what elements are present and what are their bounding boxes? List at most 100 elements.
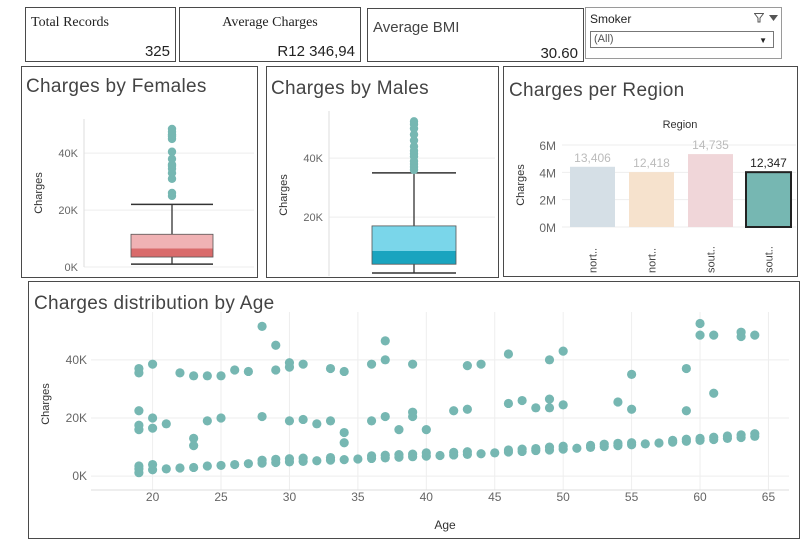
scatter-point: [380, 450, 390, 460]
scatter-point: [257, 455, 267, 465]
dropdown-arrow-icon: ▼: [759, 36, 767, 45]
x-tick-label: 60: [693, 490, 707, 504]
region-bar: [745, 171, 792, 228]
box-outline: [371, 225, 457, 265]
y-tick-label: 20K: [303, 212, 323, 224]
region-bar: [629, 172, 674, 227]
scatter-point: [750, 429, 760, 439]
scatter-point: [627, 438, 637, 448]
filter-icon[interactable]: [754, 13, 764, 23]
age-scatter-plot: 0K 20K 40K 20 25 30 35 40 45 50 55 60 65 Charges Age: [40, 312, 789, 532]
scatter-point: [394, 425, 404, 435]
region-bar-chart: Region 0M 2M 4M 6M Charges 13,406 nort.. 12,418 n…: [515, 119, 796, 273]
scatter-point: [216, 413, 226, 423]
smoker-filter-title: Smoker: [590, 12, 632, 26]
scatter-point: [695, 318, 705, 329]
scatter-point: [544, 355, 555, 365]
scatter-point: [189, 433, 199, 443]
scatter-point: [189, 371, 199, 381]
box-outline: [130, 233, 214, 258]
scatter-point: [243, 459, 253, 469]
scatter-point: [476, 359, 486, 369]
region-panel-title: Charges per Region: [509, 80, 685, 101]
scatter-point: [462, 361, 472, 371]
scatter-point: [449, 406, 459, 416]
scatter-point: [695, 330, 705, 340]
scatter-point: [462, 447, 472, 457]
scatter-point: [627, 404, 637, 414]
x-tick-label: 30: [283, 490, 297, 504]
average-charges-value: R12 346,94: [277, 43, 355, 60]
scatter-point: [421, 448, 431, 458]
outlier-point: [167, 188, 177, 198]
y-tick-label: 0K: [65, 262, 79, 274]
scatter-point: [544, 442, 555, 452]
scatter-point: [517, 444, 527, 454]
scatter-point: [230, 365, 240, 375]
average-bmi-card: Average BMI 30.60: [367, 8, 584, 62]
scatter-point: [271, 365, 281, 375]
scatter-point: [558, 400, 568, 410]
x-tick-label: sout..: [706, 246, 718, 273]
scatter-point: [558, 441, 568, 451]
y-tick-label: 4M: [539, 166, 556, 180]
scatter-point: [284, 454, 295, 464]
scatter-point: [668, 435, 678, 445]
scatter-point: [531, 403, 541, 413]
males-panel: Charges by Males 20K 40K Charges: [266, 66, 499, 278]
scatter-point: [366, 416, 377, 426]
average-charges-card: Average Charges R12 346,94: [179, 7, 361, 62]
scatter-point: [736, 327, 746, 337]
scatter-point: [134, 420, 144, 430]
x-tick-label: nort..: [647, 248, 659, 273]
average-charges-label: Average Charges: [222, 15, 318, 30]
scatter-point: [134, 363, 144, 374]
scatter-point: [134, 406, 144, 416]
scatter-point: [490, 448, 500, 458]
y-tick-label: 40K: [303, 153, 323, 165]
filter-menu-arrow-icon[interactable]: [769, 15, 778, 21]
scatter-point: [709, 330, 719, 340]
scatter-point: [681, 363, 691, 374]
scatter-point: [709, 388, 719, 398]
region-bar: [570, 166, 615, 227]
outlier-point: [409, 130, 419, 139]
total-records-card: Total Records 325: [25, 7, 176, 62]
x-axis-label: Age: [434, 518, 456, 532]
scatter-point: [271, 340, 281, 350]
males-panel-title: Charges by Males: [271, 78, 429, 99]
scatter-point: [312, 419, 322, 429]
y-tick-label: 2M: [539, 194, 556, 208]
smoker-filter: Smoker (All) ▼: [585, 7, 782, 59]
scatter-point: [449, 447, 459, 457]
y-axis-label: Charges: [33, 172, 45, 214]
scatter-point: [339, 455, 349, 465]
total-records-value: 325: [144, 43, 170, 60]
scatter-point: [312, 456, 322, 466]
scatter-point: [257, 321, 267, 331]
scatter-point: [147, 413, 158, 423]
scatter-point: [722, 431, 733, 441]
y-tick-label: 6M: [539, 139, 556, 153]
scatter-point: [517, 395, 527, 406]
scatter-point: [531, 443, 541, 454]
bar-data-label: 13,406: [574, 151, 611, 165]
scatter-point: [736, 430, 746, 440]
bar-data-label: 12,418: [633, 156, 670, 170]
scatter-point: [681, 406, 691, 416]
scatter-point: [189, 441, 199, 451]
scatter-point: [476, 449, 486, 459]
females-panel-title: Charges by Females: [26, 76, 207, 97]
scatter-point: [339, 438, 349, 448]
scatter-point: [243, 366, 253, 377]
females-box-plot: 0K 20K 40K Charges: [33, 119, 254, 274]
scatter-point: [380, 355, 390, 365]
scatter-point: [202, 416, 212, 426]
scatter-point: [147, 459, 158, 470]
outlier-point: [409, 142, 419, 151]
box-lower: [131, 248, 213, 258]
region-panel: Charges per Region Region 0M 2M 4M 6M Charges…: [503, 66, 798, 277]
smoker-dropdown[interactable]: (All) ▼: [590, 31, 774, 48]
age-panel-title: Charges distribution by Age: [34, 293, 275, 314]
box-upper: [131, 234, 213, 249]
